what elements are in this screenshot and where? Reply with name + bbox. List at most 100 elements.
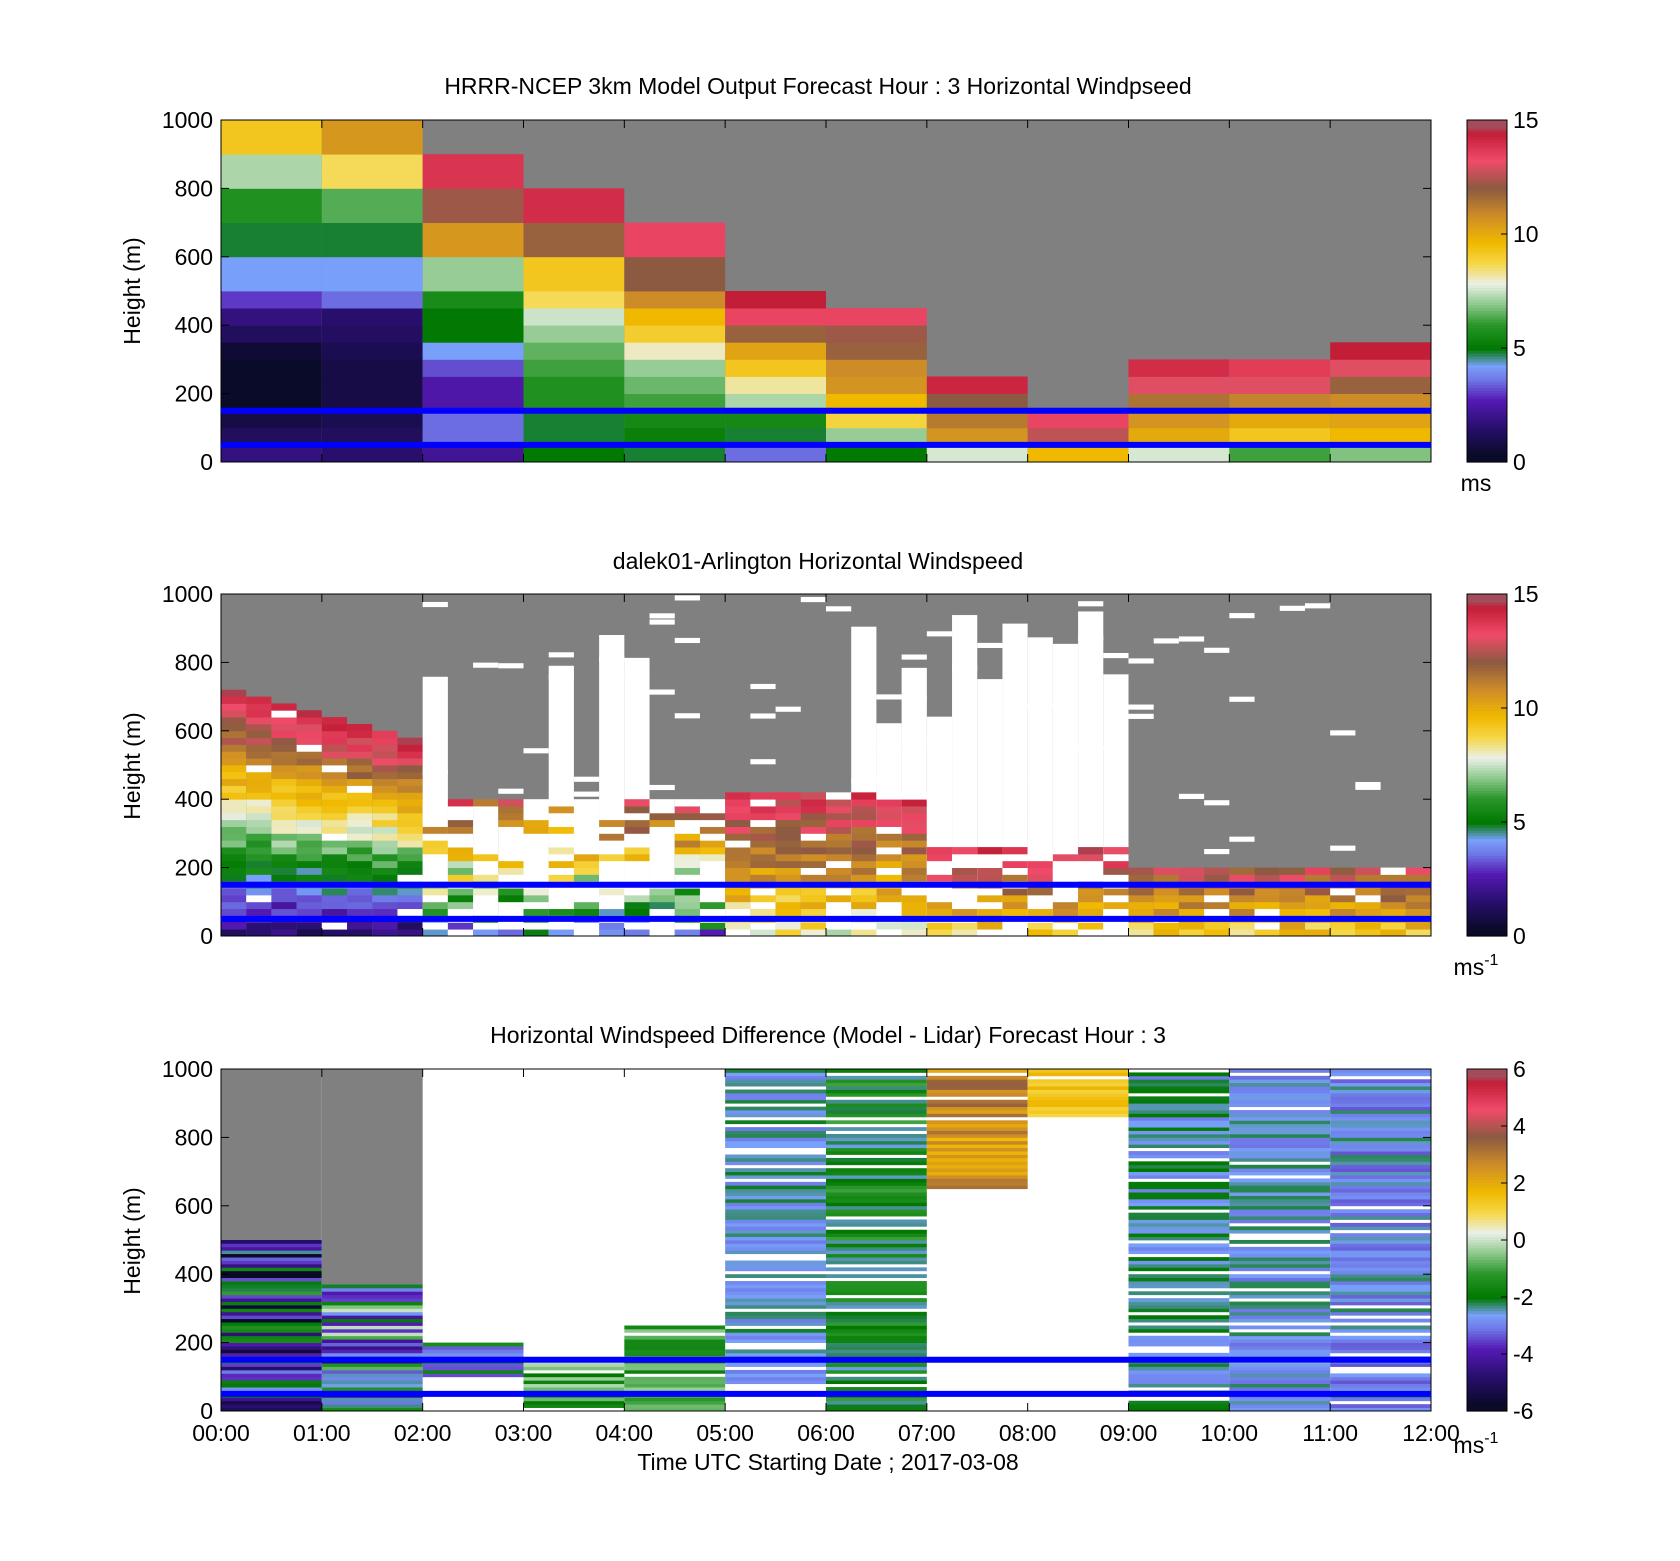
missing-data (876, 745, 902, 751)
heatmap-cell (851, 867, 877, 875)
heatmap-cell (851, 819, 877, 827)
heatmap-cell (1229, 1089, 1331, 1094)
colorbar-swatch (1467, 1205, 1507, 1210)
heatmap-cell (321, 1373, 423, 1378)
missing-data (826, 908, 852, 916)
heatmap-cell (800, 799, 826, 807)
colorbar-tick-label: -2 (1513, 1284, 1533, 1310)
colorbar-swatch (1467, 1376, 1507, 1381)
heatmap-cell (447, 847, 474, 855)
heatmap-cell (851, 908, 877, 916)
heatmap-cell (750, 874, 776, 882)
heatmap-cell (1128, 1407, 1230, 1412)
heatmap-cell (826, 1192, 927, 1196)
heatmap-cell (271, 751, 297, 759)
heatmap-cell (1229, 1209, 1331, 1214)
heatmap-cell (1128, 1072, 1230, 1077)
heatmap-cell (725, 1335, 826, 1340)
colorbar-swatch (1467, 427, 1507, 432)
heatmap-cell (1002, 901, 1028, 910)
heatmap-cell (1380, 874, 1406, 882)
missing-data (573, 894, 600, 903)
heatmap-cell (246, 737, 272, 745)
heatmap-cell (271, 744, 297, 752)
colorbar-swatch (1467, 830, 1507, 834)
colorbar-swatch (1467, 353, 1507, 358)
heatmap-cell (372, 765, 398, 773)
heatmap-cell (851, 840, 877, 848)
heatmap-cell (1405, 888, 1431, 896)
colorbar-tick-label: 2 (1513, 1170, 1526, 1196)
heatmap-cell (826, 1315, 927, 1320)
missing-data (1078, 929, 1104, 937)
colorbar-swatch (1467, 890, 1507, 894)
missing-data (599, 799, 625, 807)
heatmap-cell (473, 874, 499, 882)
colorbar-swatch (1467, 125, 1507, 130)
colorbar-swatch (1467, 328, 1507, 332)
missing-data (750, 819, 776, 827)
heatmap-cell (699, 922, 726, 930)
heatmap-cell (725, 819, 751, 827)
colorbar-swatch (1467, 370, 1507, 375)
heatmap-cell (447, 867, 474, 875)
heatmap-cell (826, 1086, 927, 1090)
heatmap-cell (246, 758, 272, 766)
missing-data (573, 791, 600, 797)
colorbar-swatch (1467, 433, 1507, 437)
panel-model-ylabel: Height (m) (119, 237, 145, 344)
heatmap-cell (347, 888, 373, 896)
heatmap-cell (750, 867, 776, 875)
heatmap-cell (851, 901, 877, 910)
heatmap-cell (826, 1346, 927, 1350)
heatmap-cell (1330, 1157, 1431, 1162)
colorbar-swatch (1467, 367, 1507, 372)
heatmap-cell (1027, 1069, 1129, 1073)
heatmap-cell (296, 785, 322, 793)
heatmap-cell (624, 1400, 726, 1405)
heatmap-cell (397, 922, 423, 930)
missing-data (826, 792, 852, 800)
heatmap-cell (1128, 894, 1154, 903)
heatmap-cell (826, 929, 852, 937)
heatmap-cell (321, 1291, 423, 1296)
heatmap-cell (1330, 444, 1431, 463)
heatmap-cell (826, 1304, 927, 1309)
heatmap-cell (422, 291, 524, 309)
heatmap-cell (523, 1366, 625, 1371)
missing-data (699, 799, 726, 807)
heatmap-cell (246, 710, 272, 718)
heatmap-cell (725, 1171, 826, 1176)
heatmap-cell (271, 785, 297, 793)
heatmap-cell (624, 1352, 726, 1357)
heatmap-cell (977, 874, 1003, 882)
colorbar-swatch (1467, 145, 1507, 150)
heatmap-cell (321, 410, 423, 429)
heatmap-cell (1330, 1137, 1431, 1142)
heatmap-cell (725, 308, 826, 326)
heatmap-cell (221, 137, 322, 155)
missing-data (473, 662, 499, 668)
colorbar-swatch (1467, 1316, 1507, 1321)
missing-data (977, 860, 1003, 868)
colorbar-swatch (1467, 231, 1507, 235)
heatmap-cell (221, 1315, 322, 1320)
heatmap-cell (624, 799, 650, 807)
missing-data (826, 901, 852, 910)
heatmap-cell (1128, 1325, 1230, 1330)
heatmap-cell (725, 922, 751, 930)
colorbar-swatch (1467, 1202, 1507, 1207)
x-tick-label: 07:00 (898, 1420, 956, 1446)
heatmap-cell (851, 792, 877, 800)
colorbar-swatch (1467, 159, 1507, 164)
heatmap-cell (548, 908, 574, 916)
missing-data (699, 888, 726, 896)
colorbar-swatch (1467, 884, 1507, 889)
heatmap-cell (271, 758, 297, 766)
colorbar-swatch (1467, 222, 1507, 227)
heatmap-cell (1153, 922, 1179, 930)
colorbar-swatch (1467, 599, 1507, 604)
missing-data (422, 806, 448, 814)
heatmap-cell (1027, 427, 1129, 446)
